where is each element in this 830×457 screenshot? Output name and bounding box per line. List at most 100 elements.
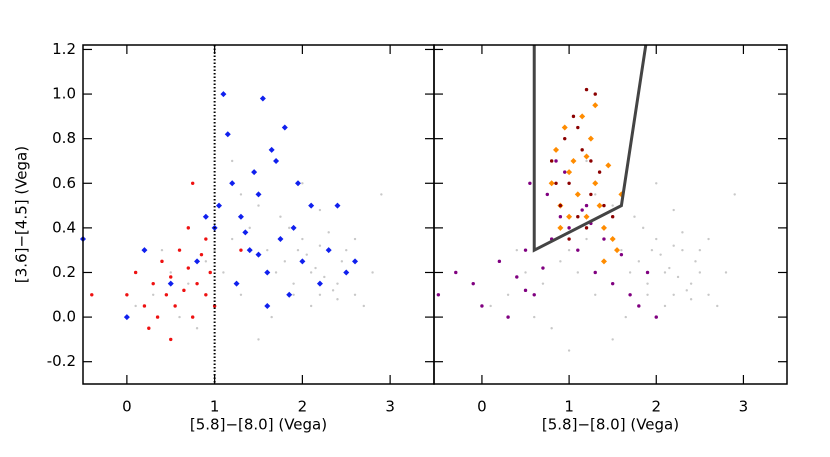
point xyxy=(600,258,607,265)
point xyxy=(554,159,558,163)
point xyxy=(557,224,564,231)
point xyxy=(689,282,693,285)
point xyxy=(345,248,348,252)
point xyxy=(707,293,710,296)
point xyxy=(602,237,606,241)
point xyxy=(592,102,599,109)
y-tick-label: 0.0 xyxy=(52,308,76,326)
point xyxy=(681,248,684,252)
point xyxy=(125,293,129,297)
point xyxy=(204,293,208,297)
point xyxy=(292,282,295,285)
point xyxy=(566,169,573,176)
point xyxy=(255,251,262,258)
point xyxy=(724,271,728,274)
point xyxy=(167,280,174,287)
point xyxy=(716,304,719,308)
point xyxy=(637,260,641,263)
point xyxy=(515,248,519,252)
point xyxy=(589,192,593,197)
point xyxy=(558,203,563,208)
point xyxy=(545,192,550,197)
point xyxy=(585,159,588,163)
point xyxy=(220,91,227,98)
point xyxy=(134,304,137,308)
point xyxy=(580,208,584,212)
point xyxy=(160,259,164,264)
point xyxy=(152,293,155,296)
point xyxy=(204,237,208,241)
point xyxy=(204,260,208,263)
point xyxy=(584,226,589,230)
point xyxy=(663,304,667,308)
point xyxy=(353,237,357,241)
point xyxy=(672,293,675,296)
point xyxy=(584,203,589,208)
selection-region xyxy=(532,44,648,253)
point xyxy=(266,248,269,252)
point xyxy=(343,269,350,276)
point xyxy=(257,204,260,207)
point xyxy=(169,271,172,274)
point xyxy=(352,258,359,265)
point xyxy=(550,327,553,330)
point xyxy=(334,202,341,209)
point xyxy=(325,247,332,254)
point xyxy=(213,248,216,252)
point xyxy=(585,237,588,241)
point xyxy=(681,231,684,234)
point xyxy=(336,282,339,285)
point xyxy=(641,226,645,230)
point xyxy=(676,275,680,279)
point xyxy=(142,304,147,308)
point xyxy=(178,315,181,319)
x-tick-label: 1 xyxy=(210,398,220,416)
point xyxy=(283,260,287,263)
point xyxy=(567,237,571,241)
point xyxy=(169,337,173,342)
point xyxy=(583,153,590,160)
point xyxy=(177,248,182,252)
point xyxy=(584,87,589,92)
point xyxy=(454,270,458,275)
point xyxy=(222,271,225,274)
point xyxy=(524,271,527,274)
point xyxy=(246,247,253,254)
point xyxy=(558,215,563,219)
point xyxy=(532,293,536,297)
x-tick-label: 2 xyxy=(651,398,661,416)
point xyxy=(190,315,195,319)
x-axis-label: [5.8]−[8.0] (Vega) xyxy=(190,416,327,434)
y-tick-label: -0.2 xyxy=(47,352,76,370)
plot-frame xyxy=(82,44,435,385)
point xyxy=(327,231,330,234)
point xyxy=(528,181,532,185)
point xyxy=(576,271,580,274)
point xyxy=(628,293,632,297)
point xyxy=(288,226,291,230)
point xyxy=(583,213,590,220)
point xyxy=(331,289,335,292)
point xyxy=(624,315,627,319)
point xyxy=(257,338,260,341)
point xyxy=(594,293,597,296)
point xyxy=(299,258,306,265)
point xyxy=(230,237,234,241)
point xyxy=(553,146,560,153)
point xyxy=(563,136,567,141)
point xyxy=(160,248,164,252)
point xyxy=(380,193,383,196)
point xyxy=(605,162,612,169)
point xyxy=(610,215,615,219)
point xyxy=(548,180,555,187)
point xyxy=(620,248,623,252)
point xyxy=(323,275,326,279)
point xyxy=(290,224,297,231)
point xyxy=(554,181,558,185)
point xyxy=(567,226,571,230)
point xyxy=(480,304,484,308)
point xyxy=(336,298,339,301)
point xyxy=(270,315,273,319)
point xyxy=(230,159,234,163)
point xyxy=(596,202,603,209)
